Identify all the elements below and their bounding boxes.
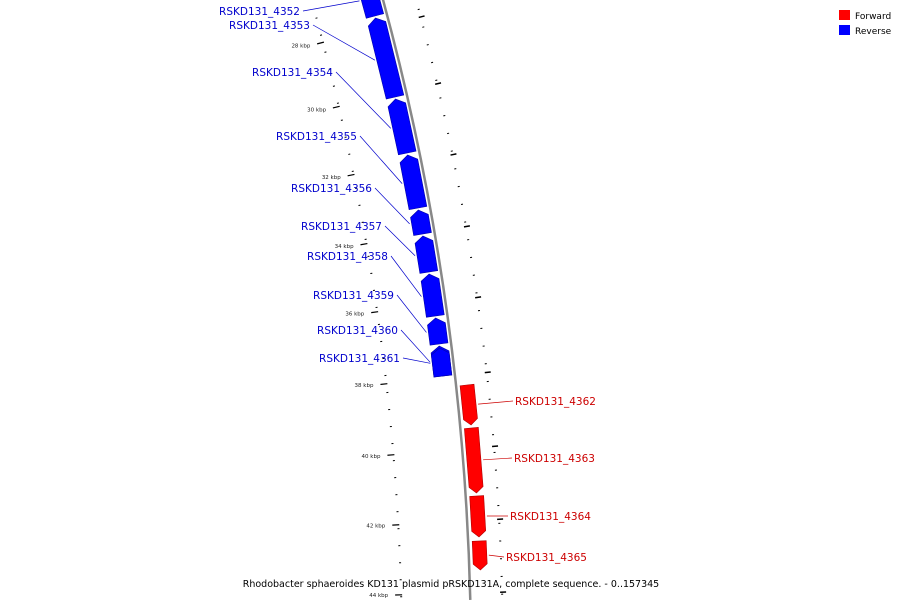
major-tick-inner <box>380 383 388 386</box>
tick-label: 34 kbp <box>335 244 354 250</box>
feature-label: RSKD131_4355 <box>276 131 357 143</box>
tick-label: 36 kbp <box>345 312 364 318</box>
tick-label: 32 kbp <box>322 175 341 181</box>
label-connector <box>396 294 427 333</box>
label-connector <box>384 225 416 257</box>
feature-arrow <box>459 383 478 426</box>
feature-arrow <box>367 17 405 100</box>
feature-arrow <box>399 154 428 210</box>
major-tick-outer <box>463 225 471 228</box>
major-tick-inner <box>347 173 355 177</box>
map-caption: Rhodobacter sphaeroides KD131 plasmid pR… <box>243 579 659 590</box>
label-connector <box>302 0 360 12</box>
label-connector <box>483 457 513 461</box>
legend-reverse-label: Reverse <box>855 27 892 37</box>
feature-label: RSKD131_4363 <box>514 453 595 465</box>
major-tick-inner <box>387 454 395 456</box>
feature-arrow <box>471 540 488 571</box>
major-tick-inner <box>316 41 325 45</box>
feature-arrow <box>414 235 439 274</box>
tick-label: 28 kbp <box>291 44 310 50</box>
feature-label: RSKD131_4357 <box>301 221 382 233</box>
features <box>360 0 488 571</box>
feature-label: RSKD131_4356 <box>291 183 372 195</box>
feature-label: RSKD131_4354 <box>252 67 333 79</box>
label-connector <box>400 329 431 363</box>
feature-label: RSKD131_4352 <box>219 6 300 18</box>
feature-label: RSKD131_4361 <box>319 353 400 365</box>
minor-tick <box>417 8 420 11</box>
major-tick-inner <box>360 242 368 246</box>
feature-arrow <box>469 495 487 538</box>
feature-arrow <box>410 209 432 236</box>
label-connector <box>402 357 431 364</box>
tick-label: 44 kbp <box>369 593 388 599</box>
minor-tick <box>319 34 323 36</box>
legend-forward-label: Forward <box>855 12 891 22</box>
feature-label: RSKD131_4358 <box>307 251 388 263</box>
feature-arrow <box>360 0 385 19</box>
feature-label: RSKD131_4359 <box>313 290 394 302</box>
major-tick-outer <box>475 296 482 299</box>
feature-label: RSKD131_4362 <box>515 396 596 408</box>
minor-tick <box>315 17 318 19</box>
feature-label: RSKD131_4364 <box>510 511 591 523</box>
tick-marks: 28 kbp 30 kbp 32 kbp 34 kbp 36 kbp 38 kbp 40 k… <box>291 8 507 599</box>
feature-label: RSKD131_4365 <box>506 552 587 564</box>
feature-arrow <box>387 98 417 156</box>
feature-arrow <box>420 273 445 318</box>
label-connector <box>478 400 514 405</box>
legend-reverse-swatch <box>839 25 850 35</box>
legend-forward-swatch <box>839 10 850 20</box>
major-tick-outer <box>491 445 499 448</box>
tick-label: 38 kbp <box>355 383 374 389</box>
major-tick-outer <box>435 82 442 85</box>
tick-label: 40 kbp <box>362 454 381 460</box>
tick-label: 30 kbp <box>307 108 326 114</box>
label-connector <box>390 255 422 297</box>
legend: Forward Reverse <box>839 10 892 37</box>
label-connector <box>488 554 505 558</box>
backbone-line <box>381 0 472 600</box>
tick-label: 42 kbp <box>366 524 385 530</box>
feature-label: RSKD131_4360 <box>317 325 398 337</box>
major-tick-outer <box>450 153 457 156</box>
feature-labels: RSKD131_4352 RSKD131_4353 RSKD131_4354 RSKD… <box>219 0 596 564</box>
major-tick-outer <box>484 371 491 374</box>
major-tick-inner <box>332 105 340 109</box>
major-tick-outer <box>418 15 425 19</box>
feature-label: RSKD131_4353 <box>229 20 310 32</box>
label-connector <box>359 135 403 184</box>
label-connector <box>312 24 376 61</box>
label-connector <box>374 187 410 225</box>
feature-arrow <box>464 427 484 494</box>
backbone <box>381 0 472 600</box>
feature-arrow <box>431 347 453 378</box>
major-tick-inner <box>371 311 379 314</box>
label-connector <box>335 71 392 129</box>
feature-arrow <box>427 317 449 346</box>
